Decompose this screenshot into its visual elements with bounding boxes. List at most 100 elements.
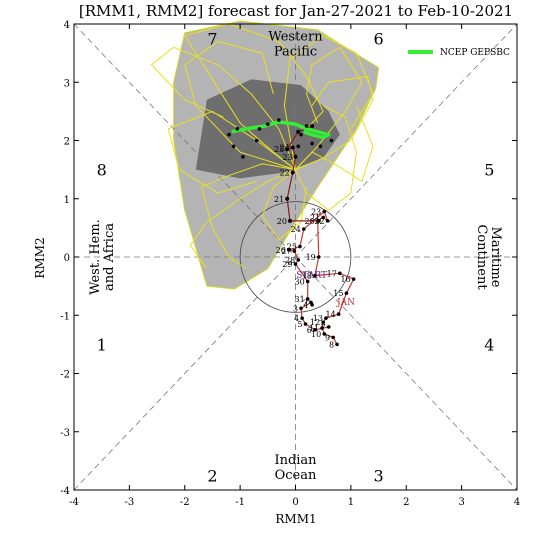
observed-point-label: 2 — [303, 298, 308, 307]
observed-point-label: 5 — [297, 320, 302, 329]
observed-point — [293, 262, 298, 266]
region-label-right-1: Maritime — [488, 227, 503, 288]
phase-number: 8 — [97, 161, 107, 180]
observed-point — [316, 255, 321, 259]
observed-point-label: 18 — [302, 272, 312, 281]
ensemble-member-line — [295, 105, 357, 212]
trajectory-dot — [235, 127, 240, 131]
y-tick-label: -3 — [60, 428, 70, 439]
ensemble-member-line — [184, 40, 296, 171]
forecast-mean-point — [287, 218, 292, 223]
x-tick-label: 0 — [292, 497, 298, 508]
observed-point — [344, 291, 349, 295]
observed-point — [335, 342, 339, 347]
observed-point-label: 8 — [329, 340, 334, 349]
observed-point-label: 21 — [310, 213, 320, 222]
observed-point — [303, 322, 308, 326]
observed-point-label: 9 — [325, 333, 330, 342]
chart-title: [RMM1, RMM2] forecast for Jan-27-2021 to… — [79, 2, 513, 20]
observed-point-label: 16 — [340, 275, 350, 284]
observed-point-label: 17 — [327, 269, 337, 278]
observed-point-label: 28 — [285, 256, 295, 265]
y-tick-label: 2 — [64, 137, 70, 148]
forecast-mean-label: 20 — [277, 217, 287, 226]
forecast-mean-point — [293, 154, 298, 159]
ensemble-member-line — [261, 169, 308, 241]
observed-point-label: 6 — [307, 326, 312, 335]
start-label: START — [296, 271, 327, 281]
trajectory-dot — [310, 141, 314, 146]
observed-point-label: 25 — [287, 243, 297, 252]
y-tick-label: 0 — [64, 253, 70, 264]
phase-guides — [73, 23, 518, 491]
phase-number: 5 — [484, 161, 494, 180]
observed-point — [320, 326, 324, 330]
ensemble-member-line — [189, 169, 296, 269]
ensemble-member-line — [200, 163, 296, 270]
observed-point — [305, 297, 310, 301]
trajectory-dot — [257, 127, 262, 131]
observed-point — [324, 316, 328, 320]
trajectory-dot — [231, 144, 236, 149]
observed-point-label: 3 — [293, 304, 298, 313]
forecast-mean-point — [285, 196, 290, 201]
ensemble-member-line — [283, 35, 374, 170]
forecast-mean-label: 22 — [280, 169, 290, 178]
x-tick-label: -4 — [69, 497, 79, 508]
observed-point — [351, 277, 356, 281]
observed-point — [321, 320, 325, 325]
observed-point-label: 26 — [276, 246, 286, 255]
observed-point — [287, 248, 291, 252]
observed-point — [322, 209, 327, 214]
forecast-mean-point — [296, 129, 301, 134]
trajectory-dot — [277, 118, 281, 122]
gepsbc-line — [231, 120, 331, 140]
phase-number: 4 — [484, 335, 494, 354]
region-label-left-2: and Africa — [102, 223, 117, 291]
observed-point-label: 19 — [306, 253, 316, 262]
x-tick-label: 1 — [348, 497, 354, 508]
region-label-top-2: Pacific — [274, 44, 317, 59]
forecast-mean-point — [290, 145, 295, 150]
phase-number: 2 — [207, 466, 217, 485]
trajectory-dot — [254, 138, 259, 143]
region-label-bottom-1: Indian — [274, 453, 317, 468]
trajectory-dot — [304, 124, 309, 128]
y-tick-label: 4 — [64, 20, 70, 31]
region-label-bottom-2: Ocean — [275, 468, 317, 483]
observed-point-label: 29 — [282, 260, 292, 269]
trajectory-dot — [227, 132, 231, 137]
y-axis-label: RMM2 — [33, 237, 47, 278]
observed-point — [326, 325, 331, 329]
observed-point — [336, 312, 341, 316]
trajectory-dot — [329, 138, 334, 143]
observed-point-label: 15 — [333, 289, 343, 298]
ensemble-members — [150, 23, 374, 270]
observed-point — [292, 249, 297, 253]
month-label: JAN — [336, 298, 355, 308]
observed-point — [305, 279, 310, 284]
observed-point — [300, 316, 304, 320]
forecast-mean-label: 24 — [280, 143, 290, 152]
region-label-left-1: West. Hem. — [88, 219, 103, 295]
legend: NCEP GEPSBC — [408, 48, 510, 58]
observed-point — [298, 244, 302, 249]
x-tick-label: 3 — [458, 497, 464, 508]
observed-point — [322, 332, 327, 336]
observed-point-label: 24 — [291, 225, 301, 234]
phase-number: 6 — [373, 30, 383, 49]
y-tick-label: 3 — [64, 78, 70, 89]
x-tick-label: -2 — [180, 497, 190, 508]
phase-number: 7 — [207, 30, 217, 49]
observed-point — [296, 258, 301, 262]
observed-point-label: 14 — [326, 310, 336, 319]
x-tick-label: 4 — [514, 497, 520, 508]
legend-label: NCEP GEPSBC — [440, 48, 510, 58]
inner-spread-area — [195, 79, 340, 179]
phase-number: 1 — [97, 335, 107, 354]
forecast-mean-point — [285, 147, 290, 152]
observed-point-label: 27 — [281, 247, 291, 256]
observed-point-label: 4 — [294, 314, 299, 323]
